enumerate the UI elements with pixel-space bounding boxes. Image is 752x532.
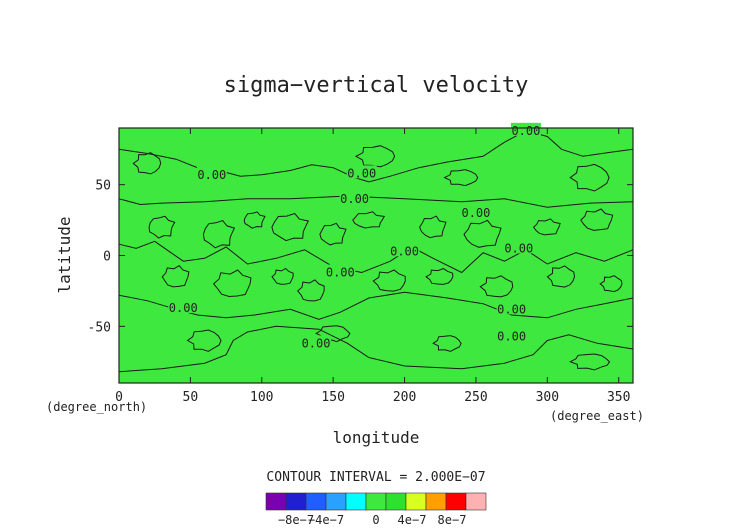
contour-loop	[202, 220, 236, 249]
chart-title: sigma−vertical velocity	[224, 73, 529, 98]
contour-label: 0.00	[461, 206, 490, 220]
contour-label-bg	[496, 328, 527, 342]
contour-line	[118, 291, 634, 320]
contour-label-bg	[460, 205, 491, 218]
contour-label-bg	[196, 166, 227, 180]
colorbar-swatch	[305, 492, 327, 511]
contour-label-bg	[503, 240, 534, 254]
contour-loop	[352, 211, 386, 229]
x-tick-label: 200	[393, 390, 416, 405]
y-tick-label: 50	[95, 179, 111, 194]
x-tick-label: 150	[321, 390, 344, 405]
y-tick-label: 0	[103, 250, 111, 265]
contour-label: 0.00	[340, 192, 369, 206]
contour-loop	[569, 353, 611, 371]
colorbar-swatch	[365, 492, 387, 511]
contour-loop	[271, 267, 294, 285]
contour-label-bg	[301, 335, 332, 349]
x-tick-label: 50	[183, 390, 199, 405]
contour-label: 0.00	[169, 301, 198, 315]
y-axis-label: latitude	[55, 216, 74, 293]
contour-loop	[425, 268, 454, 285]
colorbar-swatch	[425, 492, 447, 511]
contour-loop	[319, 222, 347, 246]
contour-loop	[372, 269, 406, 292]
contour-loop	[443, 169, 479, 187]
x-tick-label: 350	[607, 390, 630, 405]
x-tick-label: 300	[536, 390, 559, 405]
contour-labels: 0.00 0.00 0.00 0.00 0.00 0.00 0.00 0.00 0.00 0.00…	[168, 122, 541, 350]
colorbar-swatch	[385, 492, 407, 511]
contour-label: 0.00	[504, 241, 533, 255]
contour-loop	[271, 212, 310, 242]
contour-loop	[546, 265, 576, 288]
contour-loop	[419, 215, 447, 239]
contour-label: 0.00	[497, 302, 526, 316]
contour-loop	[569, 163, 610, 192]
contour-loop	[161, 265, 190, 288]
x-axis-ticks: 0 50 100 150 200 250 300 350	[115, 128, 630, 405]
colorbar-tick-label: −4e−7	[308, 513, 344, 527]
x-tick-label: 0	[115, 390, 123, 405]
contour-loop	[463, 219, 502, 248]
contour-label: 0.00	[347, 166, 376, 180]
contour-label-bg	[510, 122, 541, 136]
contour-line	[118, 325, 634, 373]
contour-label: 0.00	[302, 336, 331, 350]
contour-loop	[297, 279, 325, 302]
colorbar-swatch	[445, 492, 467, 511]
contour-loop	[532, 218, 561, 236]
contour-loop	[243, 211, 266, 229]
contour-label-bg	[346, 165, 377, 179]
contour-label: 0.00	[197, 168, 226, 182]
colorbar-swatch	[465, 492, 487, 511]
contour-label: 0.00	[511, 124, 540, 138]
plot-area: 0.00 0.00 0.00 0.00 0.00 0.00 0.00 0.00 0.00 0.00…	[118, 122, 634, 384]
contour-label-bg	[168, 299, 199, 313]
contour-label: 0.00	[326, 266, 355, 280]
contour-loop	[580, 208, 614, 231]
x-tick-label: 250	[464, 390, 487, 405]
contour-interval-text: CONTOUR INTERVAL = 2.000E−07	[266, 470, 485, 485]
contour-loop	[315, 325, 351, 343]
colorbar-swatch	[325, 492, 347, 511]
contour-loop	[132, 152, 162, 175]
contour-line	[118, 240, 634, 274]
colorbar-swatch	[285, 492, 307, 511]
x-tick-label: 100	[250, 390, 273, 405]
x-unit-label: (degree_east)	[550, 409, 644, 423]
contour-loop	[354, 145, 396, 168]
colorbar-tick-label: 0	[372, 513, 379, 527]
colorbar-swatch	[405, 492, 427, 511]
contour-loop	[213, 269, 252, 298]
colorbar	[265, 492, 487, 511]
contour-label: 0.00	[497, 329, 526, 343]
x-axis-label: longitude	[333, 428, 420, 447]
colorbar-labels: −8e−7−4e−7 0 4e−7 8e−7	[278, 513, 467, 527]
contour-loop	[432, 335, 462, 352]
contour-label-bg	[496, 301, 527, 315]
contour-loop	[479, 275, 514, 298]
contour-label-bg	[325, 264, 356, 278]
contour-loop	[599, 275, 623, 293]
colorbar-swatch	[345, 492, 367, 511]
contour-label: 0.00	[390, 244, 419, 258]
contour-label-bg	[389, 243, 420, 257]
colorbar-tick-label: 4e−7	[398, 513, 427, 527]
colorbar-tick-label: 8e−7	[438, 513, 467, 527]
colorbar-tick-label: −8e−7	[278, 513, 314, 527]
y-tick-label: -50	[88, 320, 111, 335]
colorbar-swatch	[265, 492, 287, 511]
contour-label-bg	[339, 190, 370, 204]
y-unit-label: (degree_north)	[46, 400, 147, 414]
contour-loop	[186, 329, 222, 352]
contour-loop	[148, 215, 176, 239]
y-axis-ticks: -50 0 50	[88, 179, 633, 335]
